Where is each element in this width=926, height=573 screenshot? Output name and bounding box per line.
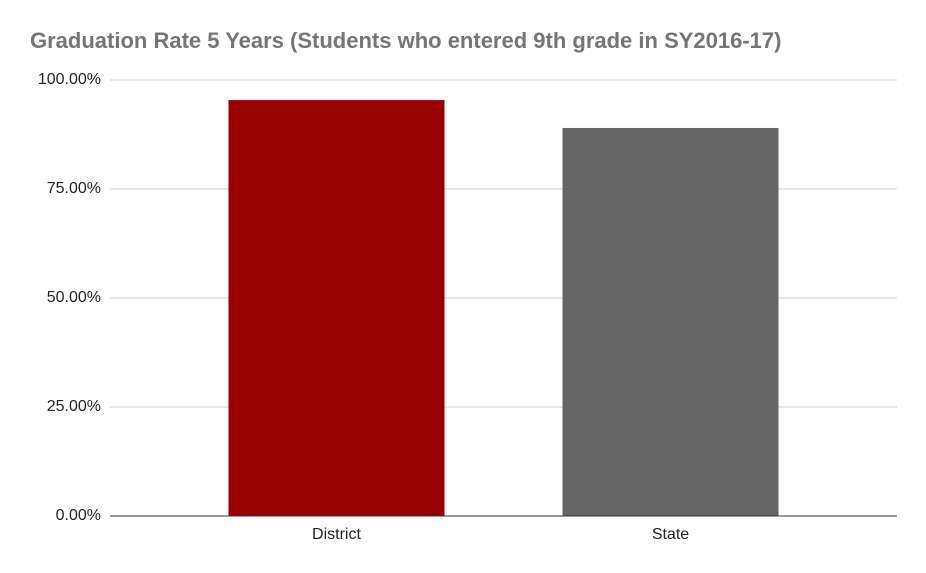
y-tick-label: 75.00% (47, 180, 101, 197)
x-tick-label: District (312, 526, 361, 543)
y-tick-label: 100.00% (38, 71, 101, 88)
y-tick-label: 0.00% (56, 507, 101, 524)
y-tick-label: 25.00% (47, 398, 101, 415)
x-tick-label: State (652, 526, 689, 543)
chart-title: Graduation Rate 5 Years (Students who en… (30, 28, 781, 53)
bar (562, 127, 779, 517)
bar (228, 100, 445, 516)
y-tick-label: 50.00% (47, 289, 101, 306)
